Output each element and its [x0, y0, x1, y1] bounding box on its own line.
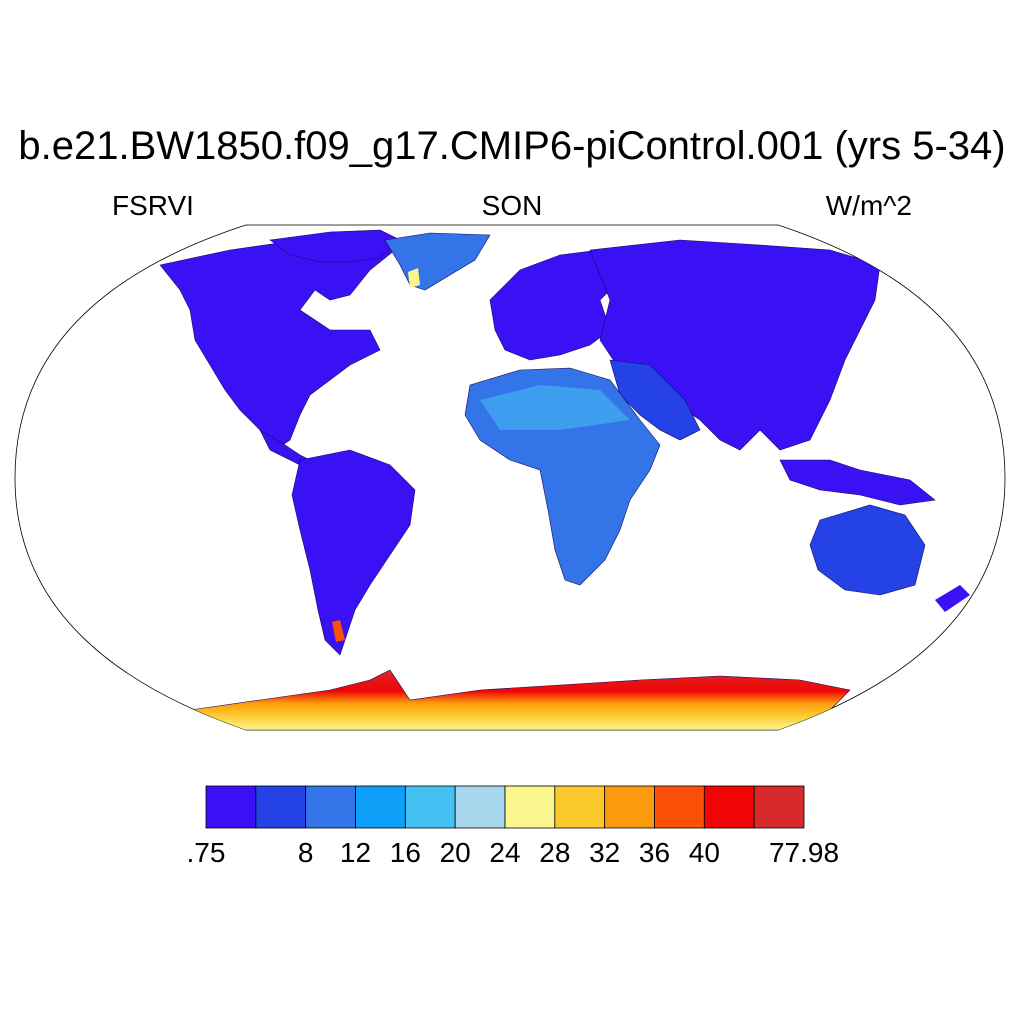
colorbar-label-9: 36: [639, 837, 670, 868]
colorbar-swatch-0: [205, 785, 257, 829]
sahara-band: [480, 385, 630, 430]
colorbar-swatch-9: [654, 785, 705, 829]
colorbar-swatch-8: [604, 785, 655, 829]
colorbar-swatch-1: [255, 785, 307, 829]
colorbar-label-10: 40: [689, 837, 720, 868]
new-zealand: [935, 585, 970, 612]
colorbar-label-7: 28: [539, 837, 570, 868]
colorbar-label-3: 12: [340, 837, 371, 868]
colorbar-label-6: 24: [489, 837, 520, 868]
north-america: [159, 235, 396, 451]
greenland-highlight: [408, 268, 420, 288]
colorbar-swatch-3: [355, 785, 406, 829]
colorbar-label-8: 32: [589, 837, 620, 868]
colorbar-swatch-6: [504, 785, 556, 829]
map-title: b.e21.BW1850.f09_g17.CMIP6-piControl.001…: [18, 124, 1006, 168]
units-label: W/m^2: [825, 190, 912, 221]
colorbar-label-12: 77.98: [769, 837, 839, 868]
colorbar-swatch-11: [753, 785, 805, 829]
colorbar-swatch-2: [305, 785, 356, 829]
middle-east: [609, 359, 701, 441]
colorbar-label-5: 20: [440, 837, 471, 868]
arctic-islands: [269, 229, 401, 263]
variable-label: FSRVI: [112, 190, 194, 221]
andes-highlight: [332, 620, 345, 642]
colorbar-swatch-4: [404, 785, 456, 829]
australia: [809, 504, 926, 596]
colorbar-swatch-10: [703, 785, 755, 829]
south-america: [291, 449, 416, 656]
colorbar-label-4: 16: [390, 837, 421, 868]
colorbar-label-0: .75: [187, 837, 226, 868]
maritime-continent: [779, 459, 936, 506]
colorbar-swatch-7: [554, 785, 606, 829]
colorbar-swatch-5: [454, 785, 506, 829]
season-label: SON: [481, 190, 543, 221]
colorbar-label-2: 8: [298, 837, 314, 868]
